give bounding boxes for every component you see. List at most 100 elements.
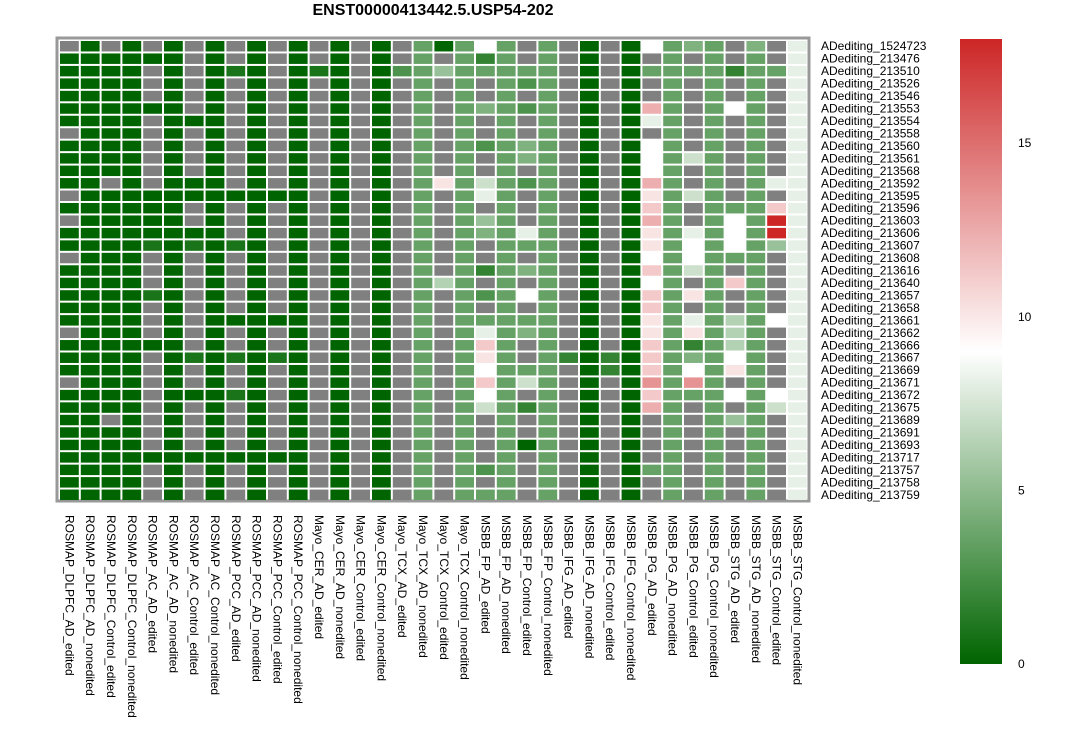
heatmap-cell [642,277,662,289]
heatmap-cell [330,377,350,388]
heatmap-cell [684,252,703,264]
heatmap-cell [80,489,100,501]
heatmap-cell [392,153,412,164]
heatmap-cell [60,240,79,251]
heatmap-cell [663,302,682,314]
heatmap-cell [413,252,433,264]
heatmap-cell [455,103,474,114]
colorbar [960,39,1002,664]
column-label: MSBB_IFG_AD_edited [562,515,576,638]
heatmap-cell [559,90,578,102]
heatmap-cell [164,389,183,401]
heatmap-cell [268,340,287,351]
heatmap-cell [164,215,183,226]
heatmap-cell [122,252,142,264]
heatmap-border [55,36,811,503]
heatmap-cell [309,477,329,488]
heatmap-cell [164,352,183,363]
heatmap-cell [226,53,246,64]
heatmap-cell [372,90,391,102]
heatmap-cell [247,389,266,401]
heatmap-cell [372,65,391,77]
heatmap-cell [746,439,766,451]
heatmap-cell [184,315,204,326]
heatmap-cell [642,315,662,326]
heatmap-cell [143,115,162,127]
heatmap-cell [164,464,183,476]
column-label: ROSMAP_PCC_Control_edited [270,515,284,684]
heatmap-cell [143,78,162,89]
column-label: ROSMAP_DLPFC_AD_edited [62,515,76,676]
heatmap-cell [704,165,724,177]
heatmap-cell [746,489,766,501]
heatmap-cell [205,78,225,89]
heatmap-cell [247,227,266,239]
heatmap-cell [642,90,662,102]
heatmap-cell [767,265,786,276]
heatmap-cell [413,277,433,289]
heatmap-cell [372,153,391,164]
heatmap-cell [788,439,807,451]
row-label: ADediting_213671 [821,376,920,390]
heatmap-cell [476,327,495,339]
heatmap-cell [788,477,807,488]
heatmap-cell [455,240,474,251]
heatmap-cell [476,215,495,226]
heatmap-cell [704,364,724,376]
heatmap-cell [476,78,495,89]
heatmap-cell [580,327,599,339]
row-label: ADediting_213717 [821,450,920,464]
heatmap-cell [788,240,807,251]
heatmap-cell [226,65,246,77]
heatmap-cell [143,302,162,314]
heatmap-cell [164,240,183,251]
heatmap-cell [184,240,204,251]
heatmap-cell [663,352,682,363]
heatmap-cell [309,427,329,438]
heatmap-cell [538,78,558,89]
heatmap-cell [496,327,516,339]
heatmap-cell [434,452,454,463]
heatmap-cell [205,128,225,139]
heatmap-cell [496,402,516,413]
heatmap-cell [80,103,100,114]
heatmap-cell [559,65,578,77]
heatmap-cell [288,53,308,64]
heatmap-cell [226,464,246,476]
heatmap-cell [496,178,516,189]
heatmap-cell [746,252,766,264]
heatmap-cell [496,227,516,239]
heatmap-cell [642,178,662,189]
heatmap-cell [143,427,162,438]
heatmap-cell [455,290,474,301]
heatmap-cell [600,265,620,276]
heatmap-cell [455,389,474,401]
column-label: MSBB_STG_Control_nonedited [790,515,804,685]
heatmap-cell [455,115,474,127]
row-label: ADediting_213616 [821,264,920,278]
heatmap-cell [351,128,370,139]
heatmap-cell [663,439,682,451]
heatmap-cell [226,389,246,401]
heatmap-cell [288,140,308,152]
heatmap-cell [476,252,495,264]
heatmap-cell [330,103,350,114]
heatmap-cell [600,327,620,339]
heatmap-cell [372,53,391,64]
heatmap-cell [184,414,204,426]
heatmap-cell [684,202,703,214]
heatmap-cell [455,402,474,413]
heatmap-cell [226,240,246,251]
heatmap-cell [600,277,620,289]
heatmap-cell [60,227,79,239]
heatmap-cell [704,252,724,264]
heatmap-cell [559,41,578,52]
heatmap-cell [392,377,412,388]
heatmap-cell [184,227,204,239]
heatmap-cell [663,427,682,438]
heatmap-cell [434,277,454,289]
heatmap-cell [60,41,79,52]
heatmap-cell [351,302,370,314]
heatmap-cell [268,128,287,139]
heatmap-cell [330,364,350,376]
